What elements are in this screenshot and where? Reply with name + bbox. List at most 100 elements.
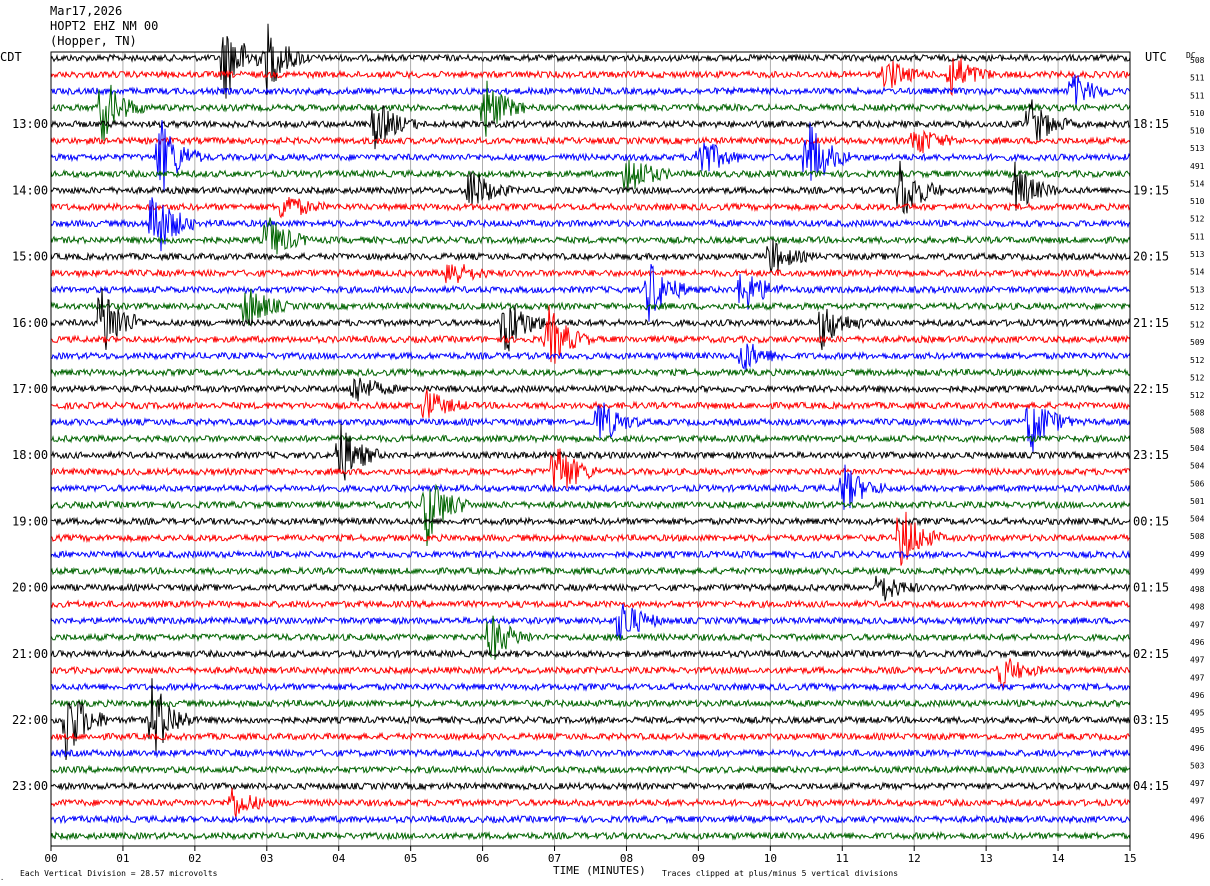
dc-offset-value: 512 xyxy=(1190,215,1205,224)
dc-offset-value: 497 xyxy=(1190,620,1205,629)
dc-offset-value: 508 xyxy=(1190,56,1205,65)
dc-offset-value: 512 xyxy=(1190,356,1205,365)
x-tick-label: 02 xyxy=(188,852,201,865)
x-tick-label: 06 xyxy=(476,852,489,865)
trace-line-0 xyxy=(50,23,1131,99)
trace-line-29 xyxy=(50,511,1131,566)
trace-line-26 xyxy=(50,464,1131,510)
dc-offset-value: 511 xyxy=(1190,232,1205,241)
dc-offset-value: 503 xyxy=(1190,761,1205,770)
right-hour-label: 01:15 xyxy=(1133,581,1169,595)
trace-line-39 xyxy=(50,698,1131,709)
x-tick-label: 07 xyxy=(548,852,561,865)
x-tick-label: 00 xyxy=(44,852,57,865)
trace-line-13 xyxy=(50,264,1131,284)
trace-line-3 xyxy=(50,80,1131,141)
trace-line-46 xyxy=(50,814,1131,825)
trace-line-43 xyxy=(50,764,1131,775)
header-station: HOPT2 EHZ NM 00 xyxy=(50,19,159,33)
dc-offset-value: 510 xyxy=(1190,127,1205,136)
x-tick-label: 08 xyxy=(620,852,633,865)
right-hour-label: 22:15 xyxy=(1133,382,1169,396)
dc-offset-value: 504 xyxy=(1190,462,1205,471)
right-hour-label: 02:15 xyxy=(1133,647,1169,661)
trace-line-17 xyxy=(50,305,1131,364)
dc-offset-value: 497 xyxy=(1190,797,1205,806)
trace-line-18 xyxy=(50,343,1131,371)
trace-line-14 xyxy=(50,263,1131,322)
trace-line-1 xyxy=(50,58,1131,97)
right-hour-labels: 18:15 19:15 20:15 21:15 22:15 23:15 00:15 01:15… xyxy=(1133,117,1169,793)
trace-line-33 xyxy=(50,599,1131,610)
scale-note: Each Vertical Division = 28.57 microvolt… xyxy=(20,869,218,878)
left-hour-label: 14:00 xyxy=(12,183,48,197)
left-hour-label: 16:00 xyxy=(12,316,48,330)
dc-offset-value: 509 xyxy=(1190,338,1205,347)
right-hour-label: 03:15 xyxy=(1133,713,1169,727)
right-hour-label: 23:15 xyxy=(1133,448,1169,462)
x-axis-ticks: 00 01 02 03 04 05 06 07 08 09 10 11 12 13 14 15 xyxy=(44,846,1137,865)
dc-offset-value: 495 xyxy=(1190,726,1205,735)
dc-offset-value: 508 xyxy=(1190,426,1205,435)
dc-offset-value: 504 xyxy=(1190,444,1205,453)
trace-line-15 xyxy=(50,288,1131,326)
trace-line-41 xyxy=(50,731,1131,742)
trace-line-25 xyxy=(50,448,1131,489)
trace-line-5 xyxy=(50,129,1131,154)
right-zone-label: UTC xyxy=(1145,50,1167,64)
dc-offset-value: 514 xyxy=(1190,268,1205,277)
dc-offset-value: 504 xyxy=(1190,515,1205,524)
left-hour-label: 19:00 xyxy=(12,514,48,528)
header-date: Mar17,2026 xyxy=(50,4,123,18)
left-hour-label: 20:00 xyxy=(12,581,48,595)
trace-line-24 xyxy=(50,423,1131,481)
x-tick-label: 09 xyxy=(692,852,705,865)
header-location: (Hopper, TN) xyxy=(50,34,137,48)
trace-line-40 xyxy=(50,678,1131,761)
dc-offset-value: 508 xyxy=(1190,532,1205,541)
trace-line-16 xyxy=(50,287,1131,352)
left-hour-labels: 13:00 14:00 15:00 16:00 17:00 18:00 19:00 20:00… xyxy=(12,117,48,793)
right-hour-label: 20:15 xyxy=(1133,250,1169,264)
trace-line-38 xyxy=(50,681,1131,693)
trace-line-2 xyxy=(50,74,1131,107)
dc-offset-value: 514 xyxy=(1190,179,1205,188)
trace-line-34 xyxy=(50,603,1131,641)
dc-offset-value: 512 xyxy=(1190,321,1205,330)
left-hour-label: 22:00 xyxy=(12,713,48,727)
trace-line-42 xyxy=(50,748,1131,759)
dc-offset-value: 496 xyxy=(1190,832,1205,841)
left-hour-label: 15:00 xyxy=(12,250,48,264)
minute-gridlines xyxy=(122,52,1059,846)
dc-label: DC xyxy=(1186,51,1196,60)
x-tick-label: 01 xyxy=(116,852,129,865)
trace-line-22 xyxy=(50,402,1131,454)
left-zone-label: CDT xyxy=(0,50,22,64)
trace-line-7 xyxy=(50,159,1131,193)
trace-line-20 xyxy=(50,377,1131,402)
trace-line-4 xyxy=(50,99,1131,150)
dc-offset-value: 511 xyxy=(1190,74,1205,83)
dc-offset-value: 498 xyxy=(1190,603,1205,612)
dc-offset-value: 513 xyxy=(1190,250,1205,259)
trace-line-28 xyxy=(51,516,1131,527)
dc-offset-value: 497 xyxy=(1190,656,1205,665)
trace-line-36 xyxy=(50,648,1131,659)
dc-offset-value: 499 xyxy=(1190,550,1205,559)
trace-line-21 xyxy=(50,389,1131,418)
x-tick-label: 03 xyxy=(260,852,273,865)
trace-line-47 xyxy=(50,830,1131,841)
trace-line-11 xyxy=(50,217,1131,255)
dc-offset-value: 495 xyxy=(1190,709,1205,718)
right-hour-label: 00:15 xyxy=(1133,514,1169,528)
trace-line-6 xyxy=(50,120,1131,193)
dc-offset-value: 513 xyxy=(1190,285,1205,294)
left-hour-label: 23:00 xyxy=(12,779,48,793)
trace-line-8 xyxy=(50,160,1131,215)
x-tick-label: 05 xyxy=(404,852,417,865)
trace-line-19 xyxy=(50,367,1131,378)
dc-offset-value: 498 xyxy=(1190,585,1205,594)
x-tick-label: 12 xyxy=(908,852,921,865)
left-hour-label: 21:00 xyxy=(12,647,48,661)
dc-offset-value: 511 xyxy=(1190,91,1205,100)
